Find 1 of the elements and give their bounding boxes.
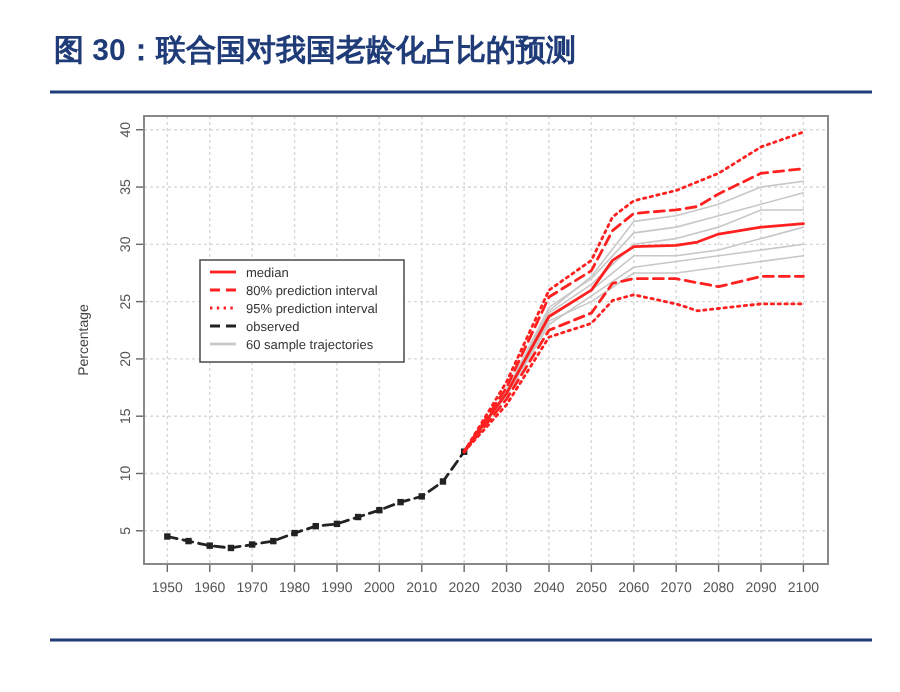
chart-title: 图 30：联合国对我国老龄化占比的预测 — [54, 34, 576, 68]
